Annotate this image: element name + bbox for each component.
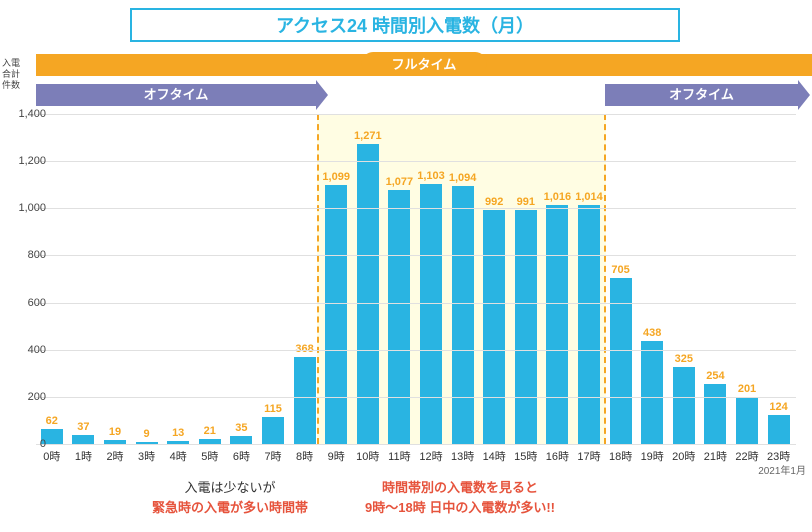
- bar: 1,099: [325, 185, 347, 444]
- xtick: 13時: [451, 448, 474, 464]
- caption-center-1: 時間帯別の入電数を見ると: [382, 480, 538, 495]
- offtime-label-right: オフタイム: [605, 84, 798, 106]
- gridline: [36, 350, 796, 351]
- caption-left-2: 緊急時の入電が多い時間帯: [152, 500, 308, 515]
- bar-value-label: 124: [769, 401, 787, 413]
- xtick: 0時: [43, 448, 60, 464]
- bar: 992: [483, 210, 505, 444]
- xtick: 8時: [296, 448, 313, 464]
- ytick: 400: [28, 344, 46, 356]
- bar: 115: [262, 417, 284, 444]
- xtick: 14時: [483, 448, 506, 464]
- ytick: 0: [40, 438, 46, 450]
- caption-center-2: 9時〜18時 日中の入電数が多い!!: [365, 500, 555, 515]
- bar: 124: [768, 415, 790, 444]
- ytick: 200: [28, 391, 46, 403]
- bar-value-label: 35: [235, 422, 247, 434]
- xtick: 15時: [514, 448, 537, 464]
- bar-value-label: 991: [517, 196, 535, 208]
- chart-title-box: アクセス24 時間別入電数（月）: [130, 8, 680, 42]
- bar: 1,094: [452, 186, 474, 444]
- bar-value-label: 992: [485, 196, 503, 208]
- bar: 438: [641, 341, 663, 444]
- caption-left-1: 入電は少ないが: [184, 480, 275, 495]
- xtick: 10時: [356, 448, 379, 464]
- bar-value-label: 115: [264, 403, 282, 415]
- ytick: 600: [28, 297, 46, 309]
- chart-area: 62371991321351153681,0991,2711,0771,1031…: [36, 114, 796, 444]
- bar: 325: [673, 367, 695, 444]
- fulltime-arrow: フルタイム: [36, 54, 812, 76]
- bar-value-label: 21: [204, 425, 216, 437]
- xtick: 16時: [546, 448, 569, 464]
- xtick: 12時: [419, 448, 442, 464]
- yaxis-title: 入電 合計 件数: [2, 58, 20, 90]
- xtick: 22時: [735, 448, 758, 464]
- bar-value-label: 1,077: [386, 176, 414, 188]
- bar-value-label: 13: [172, 427, 184, 439]
- xtick: 3時: [138, 448, 155, 464]
- bar-value-label: 1,099: [322, 171, 350, 183]
- xtick: 17時: [577, 448, 600, 464]
- xtick: 7時: [264, 448, 281, 464]
- source-label: 2021年1月: [758, 462, 806, 477]
- bar: 991: [515, 210, 537, 444]
- offtime-arrow-left: オフタイム: [36, 84, 316, 106]
- bar-value-label: 1,016: [544, 191, 572, 203]
- bar: 254: [704, 384, 726, 444]
- gridline: [36, 397, 796, 398]
- gridline: [36, 208, 796, 209]
- bar: 35: [230, 436, 252, 444]
- bar: 1,271: [357, 144, 379, 444]
- bar-value-label: 254: [706, 370, 724, 382]
- gridline: [36, 303, 796, 304]
- bar-value-label: 1,014: [575, 191, 603, 203]
- xtick: 5時: [201, 448, 218, 464]
- offtime-arrow-right: オフタイム: [605, 84, 798, 106]
- xtick: 21時: [704, 448, 727, 464]
- bar-value-label: 9: [144, 428, 150, 440]
- bars-container: 62371991321351153681,0991,2711,0771,1031…: [36, 114, 796, 444]
- bar-value-label: 19: [109, 426, 121, 438]
- ytick: 1,000: [18, 202, 46, 214]
- bar: 1,103: [420, 184, 442, 444]
- chart-title: アクセス24 時間別入電数（月）: [276, 12, 534, 38]
- bar: 1,077: [388, 190, 410, 444]
- xtick: 18時: [609, 448, 632, 464]
- bar: 1,016: [546, 205, 568, 444]
- bar-value-label: 1,271: [354, 130, 382, 142]
- bar: 368: [294, 357, 316, 444]
- xtick: 19時: [641, 448, 664, 464]
- bar-value-label: 705: [611, 264, 629, 276]
- bar: 37: [72, 435, 94, 444]
- xtick: 11時: [388, 448, 410, 464]
- ytick: 1,200: [18, 155, 46, 167]
- fulltime-label: フルタイム: [362, 52, 487, 75]
- bar-value-label: 201: [738, 383, 756, 395]
- bar-value-label: 1,094: [449, 172, 477, 184]
- bar-value-label: 37: [77, 421, 89, 433]
- bar: 1,014: [578, 205, 600, 444]
- xtick: 2時: [106, 448, 123, 464]
- ytick: 800: [28, 249, 46, 261]
- xtick: 6時: [233, 448, 250, 464]
- xtick: 1時: [75, 448, 92, 464]
- bar-value-label: 62: [46, 415, 58, 427]
- offtime-label-left: オフタイム: [36, 84, 316, 106]
- xtick: 9時: [328, 448, 345, 464]
- bar-value-label: 438: [643, 327, 661, 339]
- gridline: [36, 255, 796, 256]
- gridline: [36, 114, 796, 115]
- bar-value-label: 1,103: [417, 170, 445, 182]
- bar: 201: [736, 397, 758, 444]
- caption-center: 時間帯別の入電数を見ると 9時〜18時 日中の入電数が多い!!: [320, 478, 600, 517]
- bar-value-label: 325: [675, 353, 693, 365]
- gridline: [36, 161, 796, 162]
- gridline: [36, 444, 796, 445]
- xtick: 20時: [672, 448, 695, 464]
- xtick: 4時: [170, 448, 187, 464]
- ytick: 1,400: [18, 108, 46, 120]
